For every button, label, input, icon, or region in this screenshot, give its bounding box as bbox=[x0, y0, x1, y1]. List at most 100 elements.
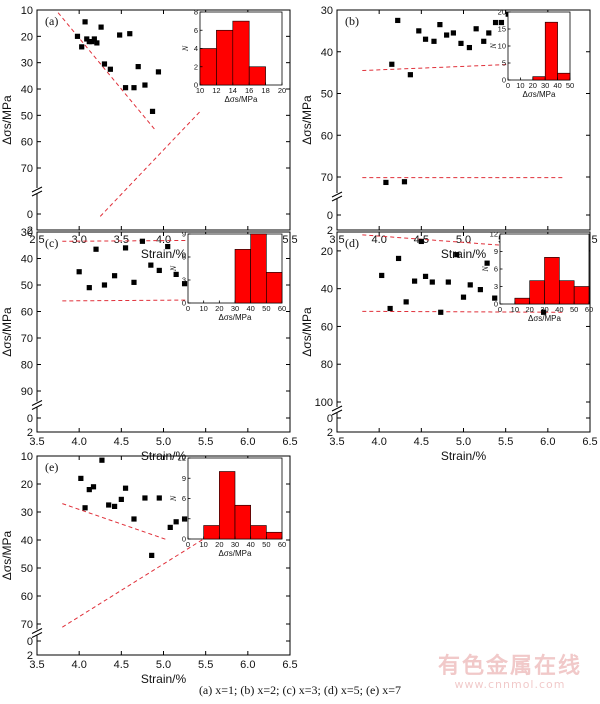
data-point bbox=[107, 66, 113, 72]
histogram-bar bbox=[203, 525, 220, 540]
y-tick-label: 30 bbox=[21, 58, 33, 70]
histogram-y-tick-label: 9 bbox=[182, 474, 186, 483]
histogram-y-tick-label: 9 bbox=[494, 247, 498, 256]
axis-break-mark bbox=[31, 628, 43, 638]
x-axis-label: Strain/% bbox=[141, 247, 187, 261]
y-tick-label: 60 bbox=[321, 321, 333, 333]
histogram-inset: 10 12 14 16 18 20 0 2 4 6 8 Δσs/MPa N bbox=[181, 8, 286, 105]
histogram-x-tick-label: 50 bbox=[566, 81, 574, 90]
x-tick-label: 4.0 bbox=[72, 659, 87, 671]
y-axis-label: Δσs/MPa bbox=[300, 95, 314, 145]
x-tick-label: 4.5 bbox=[114, 436, 129, 448]
histogram-y-tick-label: 9 bbox=[182, 230, 186, 239]
data-point bbox=[91, 36, 97, 42]
data-point bbox=[387, 305, 393, 312]
histogram-x-tick-label: 30 bbox=[541, 81, 549, 90]
y-tick-label: 100 bbox=[315, 397, 333, 409]
y-tick-label: 80 bbox=[321, 359, 333, 371]
y-tick-label: 40 bbox=[321, 284, 333, 296]
histogram-y-tick-label: 8 bbox=[194, 8, 198, 17]
histogram-x-tick-label: 20 bbox=[529, 81, 537, 90]
histogram-bar bbox=[529, 280, 545, 305]
data-point bbox=[101, 282, 108, 288]
data-point bbox=[79, 44, 85, 50]
data-point bbox=[84, 36, 90, 42]
x-tick-label: 3.5 bbox=[29, 436, 44, 448]
histogram-bar bbox=[232, 20, 250, 86]
bound-line-upper bbox=[57, 12, 156, 131]
data-point bbox=[156, 267, 162, 274]
data-point bbox=[492, 295, 498, 301]
histogram-y-tick-label: 0 bbox=[494, 300, 498, 309]
axis-break-mark bbox=[31, 400, 43, 410]
histogram-x-tick-label: 0 bbox=[186, 304, 190, 313]
chart-panel-4: 3.5 4.0 4.5 5.0 5.5 6.0 6.50210203040506070(e)… bbox=[0, 451, 298, 686]
x-tick-label: 3.5 bbox=[114, 234, 129, 246]
y-tick-label: 70 bbox=[21, 163, 33, 175]
histogram-y-tick-label: 10 bbox=[498, 42, 506, 51]
y-tick-label: 50 bbox=[21, 563, 33, 575]
x-axis-label: Strain/% bbox=[441, 449, 487, 463]
y-tick-label: 50 bbox=[21, 280, 33, 292]
histogram-x-tick-label: 50 bbox=[262, 540, 270, 549]
data-point bbox=[484, 260, 490, 266]
data-point bbox=[149, 552, 155, 558]
x-tick-label: 5.5 bbox=[498, 436, 513, 448]
y-tick-label: 2 bbox=[27, 650, 33, 662]
histogram-x-tick-label: 30 bbox=[231, 304, 239, 313]
data-point bbox=[111, 273, 118, 279]
bound-line-upper bbox=[362, 310, 565, 313]
y-tick-label: 70 bbox=[21, 619, 33, 631]
x-tick-label: 3.5 bbox=[329, 436, 344, 448]
histogram-x-label: Δσs/MPa bbox=[528, 314, 562, 323]
x-tick-label: 4.0 bbox=[156, 234, 171, 246]
panel-label: (c) bbox=[45, 236, 58, 250]
histogram-y-tick-label: 12 bbox=[178, 454, 186, 463]
data-point bbox=[122, 85, 129, 91]
histogram-y-tick-label: 0 bbox=[182, 299, 186, 308]
histogram-x-tick-label: 0 bbox=[498, 305, 502, 314]
y-tick-label: 70 bbox=[321, 172, 333, 184]
histogram-y-tick-label: 3 bbox=[494, 282, 498, 291]
axis-break-mark bbox=[31, 186, 43, 197]
panel-label: (a) bbox=[45, 14, 58, 28]
histogram-y-tick-label: 0 bbox=[194, 81, 198, 90]
histogram-x-tick-label: 50 bbox=[570, 305, 578, 314]
x-tick-label: 6.5 bbox=[282, 436, 297, 448]
x-tick-label: 5.5 bbox=[198, 436, 213, 448]
data-point bbox=[492, 19, 499, 26]
histogram-bar bbox=[514, 297, 530, 305]
watermark: 有色金属在线 www.cnnmol.com bbox=[420, 648, 600, 691]
x-tick-label: 5.0 bbox=[156, 436, 171, 448]
x-tick-label: 4.5 bbox=[414, 436, 429, 448]
histogram-y-tick-label: 5 bbox=[502, 59, 506, 68]
histogram-x-label: Δσs/MPa bbox=[219, 549, 253, 558]
axis-break-gap bbox=[32, 629, 42, 636]
data-point bbox=[78, 475, 84, 481]
y-tick-label: 10 bbox=[21, 5, 33, 17]
x-axis-label: Strain/% bbox=[441, 247, 487, 261]
data-point bbox=[416, 28, 422, 34]
data-point bbox=[82, 505, 88, 511]
data-point bbox=[139, 238, 146, 244]
chart-panel-1: 3.54.04.55.05.56.06.5023040506070(b)Stra… bbox=[300, 5, 598, 261]
y-tick-label: 30 bbox=[21, 507, 33, 519]
x-tick-label: 6.0 bbox=[540, 436, 555, 448]
histogram-y-tick-label: 0 bbox=[502, 76, 506, 85]
histogram-y-tick-label: 6 bbox=[182, 494, 186, 503]
histogram-y-label: N bbox=[169, 495, 178, 502]
histogram-x-tick-label: 10 bbox=[511, 305, 519, 314]
y-tick-label: 0 bbox=[27, 636, 33, 648]
data-point bbox=[86, 487, 92, 493]
histogram-x-tick-label: 30 bbox=[231, 540, 239, 549]
bound-line-lower bbox=[99, 109, 202, 217]
data-point bbox=[418, 238, 424, 245]
histogram-inset: 0 10 20 30 40 50 60 0 3 6 9 Δσs/MPa N bbox=[169, 230, 286, 323]
data-point bbox=[467, 282, 473, 288]
data-point bbox=[460, 294, 467, 300]
x-axis-label: Strain/% bbox=[141, 672, 187, 686]
histogram-bar bbox=[216, 29, 234, 86]
histogram-frame bbox=[507, 11, 571, 81]
histogram-y-tick-label: 3 bbox=[182, 514, 186, 523]
